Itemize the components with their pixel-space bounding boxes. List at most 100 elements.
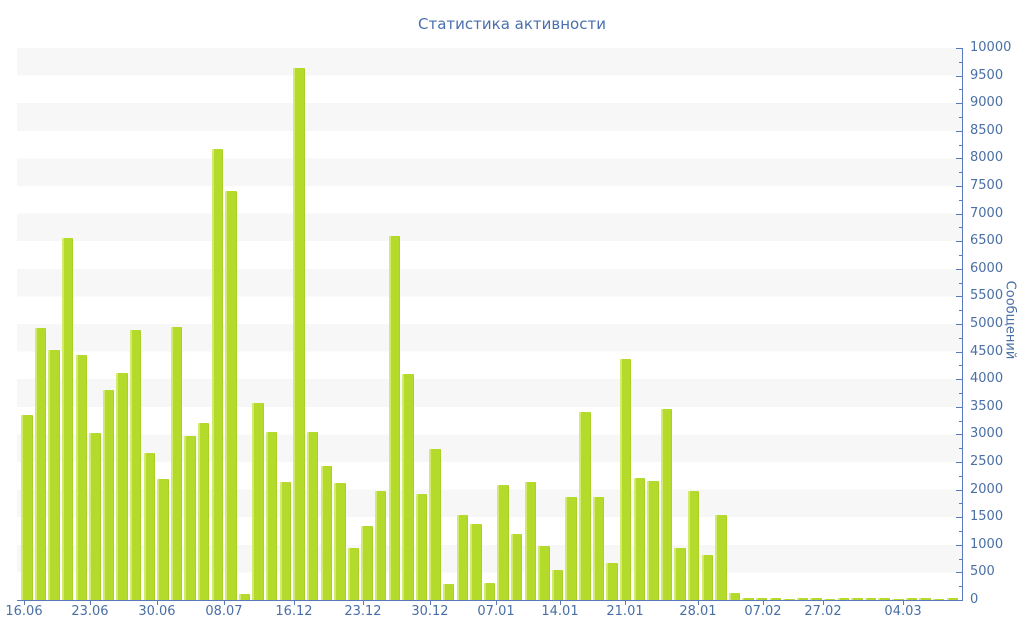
bar[interactable] <box>361 526 373 600</box>
bar[interactable] <box>238 594 251 600</box>
bar[interactable] <box>483 583 496 600</box>
bar[interactable] <box>824 598 836 600</box>
y-major-tick <box>956 379 962 381</box>
bar[interactable] <box>225 190 237 600</box>
bar[interactable] <box>198 422 210 600</box>
y-minor-tick <box>959 227 962 229</box>
x-tick <box>762 601 764 605</box>
bar[interactable] <box>21 415 33 600</box>
bar[interactable] <box>143 452 155 600</box>
y-major-tick <box>956 296 962 298</box>
x-tick <box>362 601 364 605</box>
bar[interactable] <box>592 497 605 600</box>
bar[interactable] <box>756 598 768 600</box>
bar[interactable] <box>565 496 577 600</box>
y-major-tick <box>956 406 962 408</box>
bar[interactable] <box>320 465 332 600</box>
bar-slot <box>918 48 932 600</box>
bar[interactable] <box>48 349 60 600</box>
bar-slot <box>687 48 701 600</box>
bar[interactable] <box>429 448 441 600</box>
bar[interactable] <box>783 598 795 600</box>
bar[interactable] <box>347 547 360 600</box>
bar[interactable] <box>660 409 673 600</box>
bar[interactable] <box>878 597 890 600</box>
bar[interactable] <box>892 598 904 600</box>
bar[interactable] <box>524 481 537 600</box>
bar[interactable] <box>334 482 346 600</box>
bar[interactable] <box>129 329 142 600</box>
y-tick-label: 7000 <box>970 205 1004 221</box>
bar[interactable] <box>701 555 713 600</box>
bar[interactable] <box>619 359 632 600</box>
bar[interactable] <box>211 149 224 600</box>
y-tick-label: 1500 <box>970 509 1004 525</box>
bar[interactable] <box>905 598 918 600</box>
y-minor-tick <box>959 144 962 146</box>
bar[interactable] <box>252 402 264 600</box>
bar-slot <box>34 48 48 600</box>
bar-slot <box>932 48 946 600</box>
x-tick-label: 07.01 <box>477 604 515 619</box>
bar-slot <box>755 48 769 600</box>
bar-slot <box>265 48 279 600</box>
bar[interactable] <box>715 515 727 600</box>
bar[interactable] <box>402 373 414 600</box>
y-minor-tick <box>959 420 962 422</box>
bar[interactable] <box>415 494 428 600</box>
bar[interactable] <box>470 523 482 600</box>
y-minor-tick <box>959 558 962 560</box>
bar[interactable] <box>157 479 169 600</box>
bar[interactable] <box>796 598 809 600</box>
bar[interactable] <box>851 598 863 600</box>
x-tick <box>23 601 25 605</box>
bar[interactable] <box>102 390 115 600</box>
bar[interactable] <box>497 485 509 600</box>
bar[interactable] <box>932 598 945 600</box>
bar[interactable] <box>279 482 292 600</box>
bar[interactable] <box>946 597 958 600</box>
bar[interactable] <box>75 354 87 600</box>
bar[interactable] <box>606 563 618 600</box>
bar[interactable] <box>810 598 822 600</box>
bar-slot <box>115 48 129 600</box>
bar-slot <box>823 48 837 600</box>
bar[interactable] <box>647 480 659 600</box>
bar[interactable] <box>769 598 782 600</box>
bar[interactable] <box>919 598 931 600</box>
bar[interactable] <box>266 432 278 600</box>
bar[interactable] <box>837 598 850 600</box>
bar[interactable] <box>61 237 74 600</box>
bar[interactable] <box>34 327 47 600</box>
bar[interactable] <box>579 411 591 600</box>
bar[interactable] <box>538 546 550 600</box>
bar-slot <box>673 48 687 600</box>
bar-slot <box>578 48 592 600</box>
bar[interactable] <box>442 584 455 600</box>
bar-slot <box>809 48 823 600</box>
bar[interactable] <box>388 236 400 600</box>
bar[interactable] <box>511 534 523 600</box>
y-major-tick <box>956 544 962 546</box>
bar[interactable] <box>551 570 564 600</box>
bar[interactable] <box>687 491 700 600</box>
y-tick-label: 7500 <box>970 178 1004 193</box>
bar[interactable] <box>116 372 128 600</box>
bar[interactable] <box>89 433 101 600</box>
bar[interactable] <box>674 548 686 600</box>
bar[interactable] <box>742 598 754 600</box>
y-minor-tick <box>959 255 962 256</box>
bar-slot <box>61 48 75 600</box>
bar[interactable] <box>456 515 469 600</box>
bar[interactable] <box>293 67 305 600</box>
bar[interactable] <box>633 478 645 600</box>
bar[interactable] <box>184 436 196 600</box>
bar[interactable] <box>170 326 183 600</box>
x-tick <box>625 601 626 605</box>
bar[interactable] <box>374 490 387 600</box>
bar[interactable] <box>864 597 877 600</box>
bar-slot <box>333 48 347 600</box>
bar[interactable] <box>306 432 319 600</box>
bar-slot <box>387 48 401 600</box>
bar[interactable] <box>728 593 741 600</box>
